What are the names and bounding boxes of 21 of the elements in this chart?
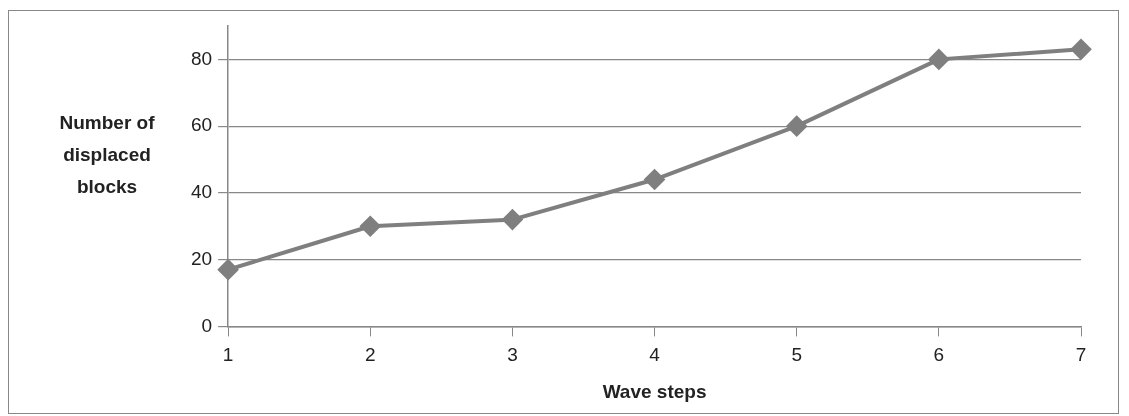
y-tick-label: 80 bbox=[190, 47, 213, 69]
x-tick-label: 3 bbox=[507, 344, 518, 366]
y-tick-label: 60 bbox=[190, 114, 213, 136]
y-axis-title: Number of displaced blocks bbox=[59, 112, 156, 198]
point bbox=[218, 259, 239, 280]
point bbox=[360, 216, 381, 237]
x-tick-label: 7 bbox=[1075, 344, 1087, 366]
point bbox=[786, 116, 807, 137]
x-tick-label: 2 bbox=[364, 344, 376, 366]
point bbox=[502, 209, 523, 230]
y-tick-label: 40 bbox=[190, 181, 213, 203]
x-tick-label: 4 bbox=[649, 344, 661, 366]
x-tick-label: 6 bbox=[933, 344, 945, 366]
y-tick-label: 0 bbox=[201, 314, 213, 336]
point bbox=[928, 49, 949, 70]
y-tick-label: 20 bbox=[190, 247, 213, 269]
x-axis-title: Wave steps bbox=[602, 380, 707, 402]
x-tick-label: 5 bbox=[791, 344, 802, 366]
point bbox=[1071, 39, 1091, 60]
x-tick-label: 1 bbox=[222, 344, 234, 366]
point bbox=[644, 169, 665, 190]
